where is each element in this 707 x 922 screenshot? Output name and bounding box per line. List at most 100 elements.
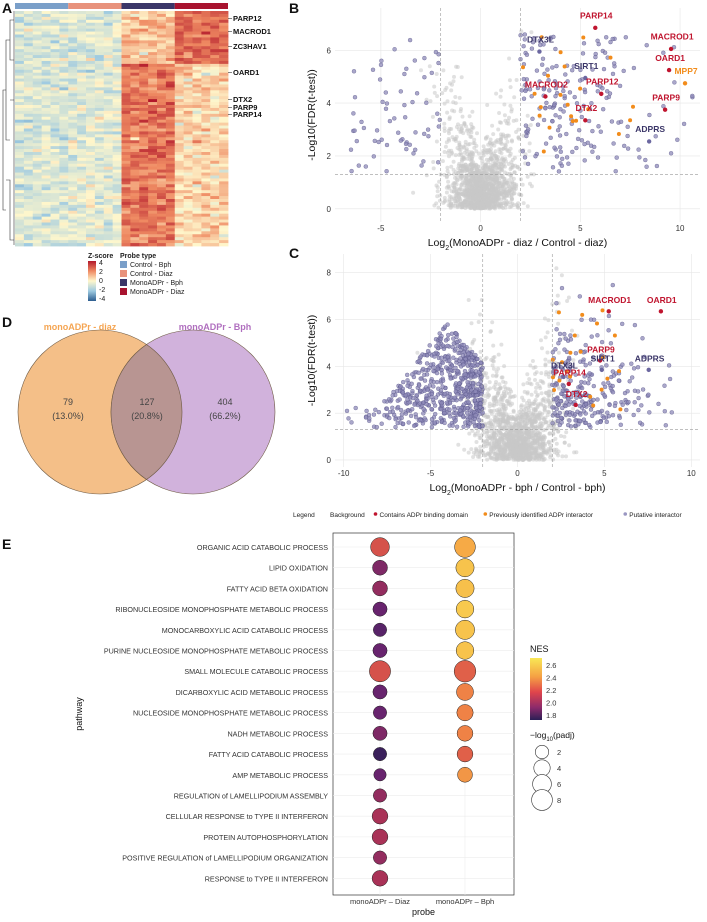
- background-point: [438, 193, 443, 198]
- heatmap-cell: [192, 190, 202, 194]
- heatmap-cell: [148, 201, 158, 206]
- heatmap-cell: [210, 119, 220, 124]
- heatmap-cell: [219, 237, 229, 241]
- background-point: [449, 164, 454, 169]
- heatmap-cell: [121, 11, 131, 15]
- heatmap-cell: [183, 216, 193, 220]
- heatmap-cell: [77, 63, 87, 68]
- putative-interactor-point: [378, 62, 384, 68]
- heatmap-cell: [130, 37, 140, 41]
- heatmap-cell: [165, 110, 176, 115]
- heatmap-cell: [121, 196, 131, 200]
- heatmap-cell: [94, 55, 105, 59]
- probe-annotation-bar: [15, 3, 69, 9]
- heatmap-cell: [210, 55, 220, 59]
- highlighted-gene-point: [646, 139, 652, 144]
- background-point: [453, 95, 458, 99]
- putative-interactor-point: [396, 130, 401, 135]
- heatmap-cell: [130, 154, 140, 159]
- heatmap-cell: [139, 37, 149, 41]
- heatmap-cell: [15, 87, 25, 91]
- heatmap-cell: [183, 22, 193, 27]
- heatmap-cell: [32, 196, 43, 200]
- background-point: [473, 162, 478, 167]
- heatmap-cell: [32, 131, 43, 135]
- heatmap-cell: [165, 201, 176, 206]
- background-point: [509, 109, 514, 114]
- heatmap-cell: [130, 22, 140, 27]
- heatmap-cell: [68, 201, 78, 206]
- heatmap-cell: [201, 219, 211, 223]
- heatmap-cell: [86, 60, 96, 65]
- heatmap-cell: [148, 181, 158, 185]
- putative-interactor-point: [534, 68, 540, 73]
- heatmap-cell: [192, 166, 202, 171]
- putative-interactor-point: [410, 99, 415, 105]
- background-point: [498, 94, 503, 99]
- heatmap-cell: [112, 63, 122, 68]
- background-point: [476, 193, 481, 198]
- background-point: [467, 114, 472, 119]
- background-point: [483, 136, 488, 141]
- heatmap-cell: [148, 87, 158, 91]
- putative-interactor-point: [392, 116, 397, 121]
- heatmap-cell: [41, 199, 51, 203]
- heatmap-cell: [139, 199, 149, 203]
- background-point: [495, 138, 500, 142]
- heatmap-cell: [165, 72, 176, 77]
- putative-interactor-point: [525, 161, 531, 167]
- background-point: [491, 141, 496, 146]
- heatmap-cell: [157, 49, 167, 53]
- heatmap-cell: [23, 137, 34, 141]
- heatmap-cell: [165, 93, 176, 97]
- heatmap-cell: [148, 43, 158, 47]
- heatmap-cell: [165, 149, 176, 153]
- highlighted-gene-point: [666, 67, 672, 73]
- heatmap-cell: [165, 66, 176, 71]
- heatmap-cell: [210, 231, 220, 235]
- heatmap-cell: [15, 63, 25, 68]
- heatmap-cell: [23, 163, 34, 168]
- heatmap-cell: [130, 96, 140, 100]
- heatmap-cell: [77, 146, 87, 150]
- heatmap-cell: [139, 181, 149, 185]
- putative-interactor-point: [617, 83, 623, 89]
- heatmap-cell: [192, 63, 202, 68]
- heatmap-cell: [103, 157, 114, 162]
- putative-interactor-point: [543, 106, 548, 111]
- heatmap-cell: [157, 99, 167, 103]
- heatmap-cell: [59, 169, 69, 173]
- heatmap-cell: [77, 137, 87, 141]
- heatmap-cell: [174, 169, 185, 173]
- heatmap-cell: [112, 225, 122, 229]
- heatmap-cell: [201, 90, 211, 94]
- background-point: [514, 78, 519, 82]
- heatmap-cell: [86, 58, 96, 62]
- background-point: [521, 382, 526, 387]
- heatmap-cell: [183, 49, 193, 53]
- heatmap-cell: [112, 228, 122, 232]
- heatmap-cell: [77, 87, 87, 91]
- putative-interactor-point: [376, 139, 381, 145]
- background-point: [487, 140, 492, 145]
- heatmap-cell: [130, 13, 140, 18]
- heatmap-cell: [130, 78, 140, 82]
- putative-interactor-point: [555, 128, 561, 133]
- heatmap-cell: [157, 154, 167, 159]
- heatmap-cell: [201, 166, 211, 171]
- heatmap-cell: [50, 110, 60, 115]
- background-point: [452, 109, 457, 114]
- heatmap-cell: [15, 16, 25, 21]
- heatmap-cell: [32, 216, 43, 220]
- putative-interactor-point: [436, 124, 441, 129]
- heatmap-cell: [165, 107, 176, 112]
- heatmap-cell: [32, 225, 43, 229]
- heatmap-cell: [174, 13, 185, 18]
- heatmap-cell: [219, 105, 229, 109]
- heatmap-cell: [219, 22, 229, 27]
- heatmap-cell: [68, 49, 78, 53]
- heatmap-cell: [219, 119, 229, 124]
- heatmap-cell: [59, 222, 69, 226]
- heatmap-cell: [210, 43, 220, 47]
- heatmap-cell: [32, 40, 43, 44]
